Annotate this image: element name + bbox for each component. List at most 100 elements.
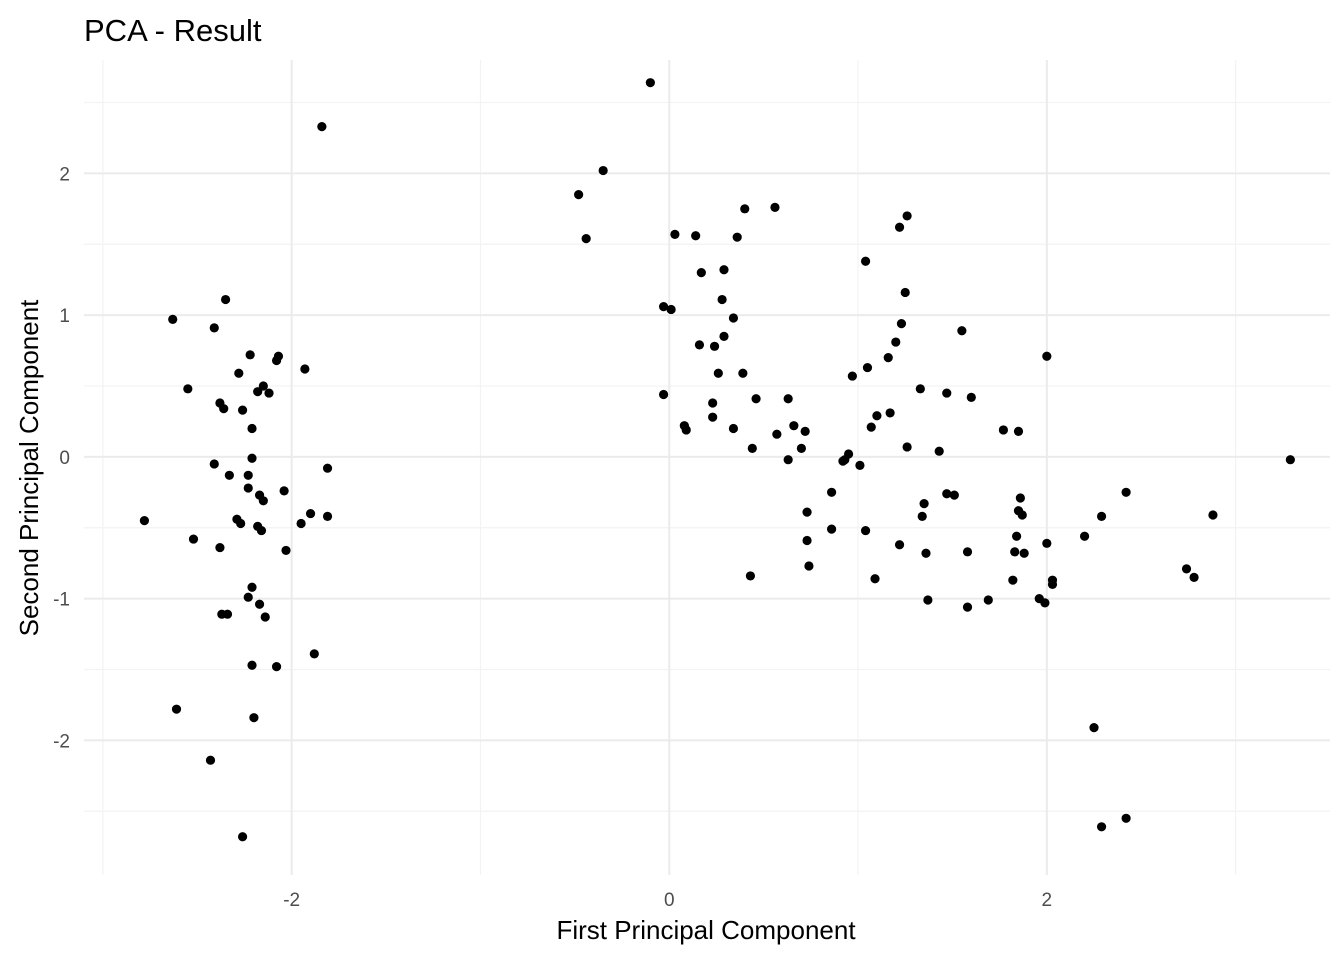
data-point xyxy=(322,463,333,473)
data-point xyxy=(883,353,893,363)
data-point xyxy=(1096,511,1107,521)
grid xyxy=(84,60,1330,875)
data-point xyxy=(902,442,912,452)
data-point xyxy=(747,443,757,453)
data-point xyxy=(934,446,944,456)
data-point xyxy=(1042,351,1052,361)
y-axis-title: Second Principal Component xyxy=(14,299,44,637)
y-tick-label: 2 xyxy=(59,164,70,185)
data-point xyxy=(209,323,219,333)
data-point xyxy=(708,412,718,422)
data-point xyxy=(962,547,973,557)
data-point xyxy=(802,535,812,546)
data-point xyxy=(317,122,327,132)
data-point xyxy=(1208,510,1218,520)
data-point xyxy=(322,511,333,521)
data-point xyxy=(942,489,952,499)
data-point xyxy=(1042,538,1052,548)
data-point xyxy=(900,287,910,298)
data-point xyxy=(783,394,793,404)
data-point xyxy=(1285,455,1295,465)
data-point xyxy=(222,609,233,619)
data-point xyxy=(247,660,257,670)
data-point xyxy=(728,313,739,323)
data-point xyxy=(260,612,270,622)
data-point xyxy=(894,222,905,232)
data-point xyxy=(921,548,931,558)
data-point xyxy=(751,394,761,404)
data-point xyxy=(205,755,216,765)
data-point xyxy=(962,602,973,612)
data-point xyxy=(258,381,268,391)
data-point xyxy=(305,508,316,519)
data-point xyxy=(870,574,880,584)
data-point xyxy=(1181,564,1192,574)
data-point xyxy=(694,340,705,350)
data-point xyxy=(139,516,150,526)
data-point xyxy=(209,459,219,469)
data-point xyxy=(598,165,608,176)
x-axis-title: First Principal Component xyxy=(556,915,856,945)
data-point xyxy=(1015,493,1025,503)
data-point xyxy=(243,592,253,602)
data-point xyxy=(247,453,257,463)
data-point xyxy=(770,202,780,213)
data-point xyxy=(738,368,748,378)
data-point xyxy=(670,229,680,239)
data-point xyxy=(220,294,231,305)
data-point xyxy=(855,460,865,470)
data-point xyxy=(183,384,193,394)
data-point xyxy=(847,371,857,381)
data-point xyxy=(827,487,837,497)
data-point xyxy=(717,294,727,305)
data-point xyxy=(966,392,976,402)
y-tick-label: 0 xyxy=(59,448,70,469)
data-point xyxy=(645,78,655,88)
y-tick-label: -2 xyxy=(53,731,70,752)
data-point xyxy=(258,496,268,506)
data-point xyxy=(171,704,182,714)
data-point xyxy=(243,483,253,493)
data-point xyxy=(1013,426,1024,436)
data-point xyxy=(827,524,837,534)
x-tick-label: 2 xyxy=(1042,890,1053,911)
data-point xyxy=(923,595,933,605)
data-point xyxy=(247,582,257,592)
data-point xyxy=(708,398,718,408)
data-point xyxy=(1017,510,1027,520)
data-point xyxy=(264,388,274,398)
data-point xyxy=(1121,813,1131,823)
data-point xyxy=(860,256,871,266)
data-point xyxy=(800,426,810,436)
y-axis-ticks: -2 -1 0 1 2 xyxy=(53,164,70,752)
data-point xyxy=(219,404,229,414)
data-point xyxy=(789,421,799,431)
data-point xyxy=(247,423,257,434)
data-point xyxy=(574,190,584,200)
data-point xyxy=(885,408,895,418)
data-point xyxy=(658,389,669,400)
data-point xyxy=(713,368,723,378)
data-point xyxy=(1189,572,1199,582)
data-point xyxy=(902,211,912,221)
data-point xyxy=(279,486,289,496)
data-point xyxy=(872,411,882,421)
data-point xyxy=(681,425,691,435)
data-point xyxy=(254,599,265,609)
data-point xyxy=(740,204,750,214)
data-point xyxy=(894,540,905,550)
data-point xyxy=(1040,598,1050,608)
data-point xyxy=(271,355,282,366)
data-point xyxy=(949,490,959,500)
data-point xyxy=(728,423,739,434)
data-point xyxy=(998,425,1008,435)
y-tick-label: -1 xyxy=(53,590,70,611)
data-point xyxy=(772,429,782,439)
data-point xyxy=(719,265,729,275)
data-point xyxy=(1079,531,1090,541)
data-point xyxy=(215,542,225,553)
data-point xyxy=(891,337,901,347)
data-point xyxy=(691,231,701,241)
data-point xyxy=(1047,579,1058,590)
data-point xyxy=(249,713,259,723)
